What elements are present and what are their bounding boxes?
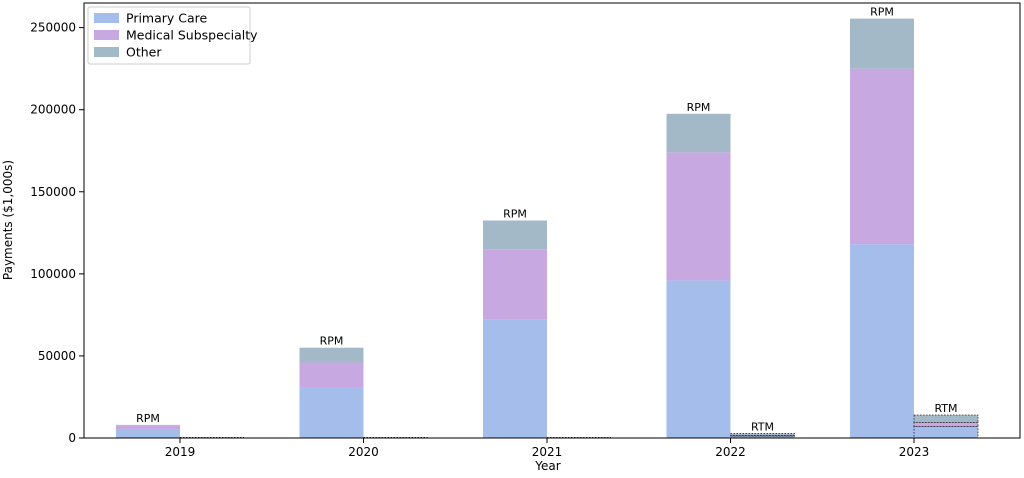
bar-rpm-medical-subspecialty-2022 — [666, 152, 731, 281]
bar-rpm-primary-care-2020 — [299, 387, 364, 438]
legend-label-medical-subspecialty: Medical Subspecialty — [126, 28, 258, 43]
bar-label-rpm-2019: RPM — [136, 412, 160, 425]
legend-swatch-medical-subspecialty — [94, 30, 119, 40]
y-axis: 0 50000 100000 150000 200000 250000 — [30, 21, 84, 445]
bar-rpm-other-2023 — [850, 18, 914, 69]
y-tick-label: 50000 — [38, 349, 76, 363]
x-tick-label: 2020 — [348, 445, 379, 459]
x-tick-label: 2023 — [899, 445, 930, 459]
bar-label-rpm-2020: RPM — [320, 335, 344, 348]
bar-rpm-primary-care-2021 — [483, 319, 547, 438]
plot-frame — [83, 2, 1021, 439]
bar-rtm-primary-care-2023 — [913, 426, 979, 439]
legend-frame — [87, 6, 251, 65]
bar-rpm-medical-subspecialty-2019 — [116, 425, 180, 429]
bar-rpm-primary-care-2023 — [850, 244, 914, 438]
y-tick-label: 150000 — [30, 185, 76, 199]
bar-labels-group: RPM RPM RPM RPM RTM RPM RTM — [136, 6, 957, 434]
bar-rpm-other-2021 — [483, 220, 547, 250]
y-tick-label: 250000 — [30, 21, 76, 35]
bar-rpm-primary-care-2019 — [116, 428, 180, 438]
legend-swatch-other — [94, 47, 119, 57]
y-tick-label: 100000 — [30, 267, 76, 281]
bar-rpm-medical-subspecialty-2023 — [850, 68, 914, 245]
bar-rpm-primary-care-2022 — [666, 280, 731, 438]
bar-rpm-other-2022 — [666, 113, 731, 153]
legend-label-other: Other — [126, 45, 162, 60]
bars-group — [116, 18, 979, 439]
x-axis: 2019 2020 2021 2022 2023 — [165, 438, 930, 459]
x-tick-label: 2021 — [532, 445, 563, 459]
bar-label-rpm-2021: RPM — [503, 208, 527, 221]
x-axis-label: Year — [534, 459, 560, 473]
x-tick-label: 2019 — [165, 445, 196, 459]
x-tick-label: 2022 — [715, 445, 746, 459]
bar-rtm-other-2022 — [730, 433, 795, 436]
bar-label-rpm-2022: RPM — [687, 101, 711, 114]
bar-label-rtm-2022: RTM — [751, 420, 774, 433]
legend-swatch-primary-care — [94, 13, 119, 23]
y-tick-label: 0 — [68, 431, 76, 445]
bar-label-rtm-2023: RTM — [934, 402, 957, 415]
bar-rtm-other-2023 — [913, 414, 979, 423]
bar-rtm-medical-subspecialty-2023 — [913, 422, 979, 427]
bar-rpm-medical-subspecialty-2020 — [299, 362, 364, 388]
bar-rpm-other-2019 — [116, 424, 180, 426]
bar-rtm-primary-care-2022 — [730, 435, 795, 439]
legend-label-primary-care: Primary Care — [126, 11, 208, 26]
legend: Primary Care Medical Subspecialty Other — [87, 6, 258, 65]
y-axis-label: Payments ($1,000s) — [1, 160, 15, 280]
bar-rpm-other-2020 — [299, 347, 364, 363]
bar-rpm-medical-subspecialty-2021 — [483, 249, 547, 320]
bar-label-rpm-2023: RPM — [870, 6, 894, 19]
y-tick-label: 200000 — [30, 103, 76, 117]
